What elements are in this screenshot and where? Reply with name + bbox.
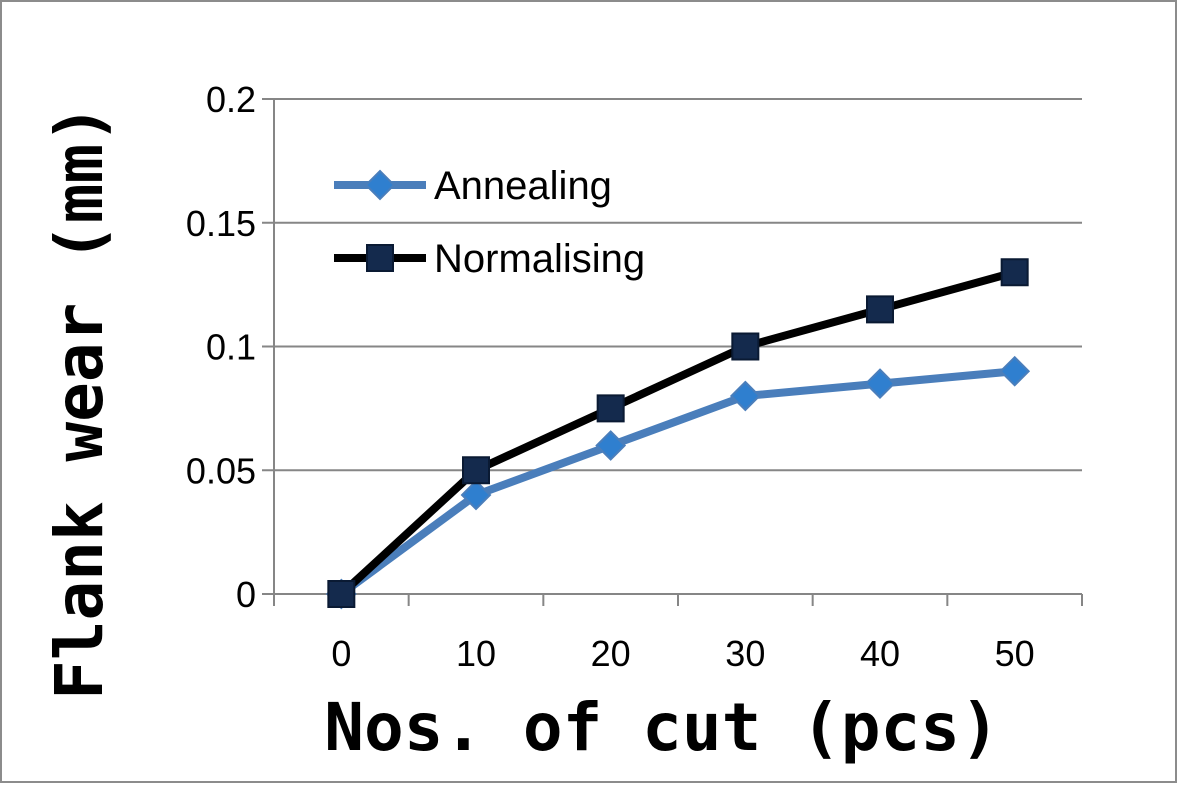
y-tick-label: 0.05 (186, 450, 256, 491)
x-tick-label: 10 (456, 633, 496, 674)
series-lines (325, 258, 1031, 610)
gridlines (262, 98, 1082, 472)
legend-marker-annealing (364, 169, 396, 201)
series-line-annealing (338, 367, 1016, 598)
data-point-annealing (729, 380, 761, 412)
y-tick-label: 0.2 (206, 79, 256, 120)
y-tick-labels: 0 0.05 0.1 0.15 0.2 (186, 79, 256, 615)
legend-label-normalising: Normalising (434, 237, 645, 281)
legend: Annealing Normalising (334, 164, 645, 281)
data-point-normalising (327, 580, 356, 608)
x-tick-labels: 0 10 20 30 40 50 (331, 633, 1034, 674)
data-point-normalising (596, 394, 625, 423)
x-tick-label: 20 (591, 633, 631, 674)
legend-label-annealing: Annealing (434, 164, 612, 208)
data-point-annealing (595, 430, 627, 461)
x-tick-label: 0 (331, 633, 351, 674)
x-axis-title: Nos. of cut (pcs) (324, 689, 1000, 766)
x-tick-label: 50 (995, 633, 1035, 674)
y-tick-label: 0.15 (186, 203, 256, 244)
y-tick-label: 0.1 (206, 327, 256, 368)
axes (262, 99, 1083, 606)
data-point-normalising (731, 332, 760, 361)
data-point-normalising (462, 456, 490, 485)
data-point-annealing (864, 368, 896, 400)
data-point-normalising (866, 295, 894, 324)
x-tick-label: 30 (725, 633, 765, 674)
legend-marker-normalising (366, 244, 394, 272)
data-point-annealing (999, 355, 1031, 387)
y-tick-label: 0 (236, 574, 256, 615)
y-axis-title: Flank wear (mm) (41, 104, 118, 700)
data-point-normalising (1000, 258, 1029, 287)
x-tick-label: 40 (860, 633, 900, 674)
data-point-annealing (460, 479, 492, 511)
series-line-normalising (338, 268, 1016, 597)
